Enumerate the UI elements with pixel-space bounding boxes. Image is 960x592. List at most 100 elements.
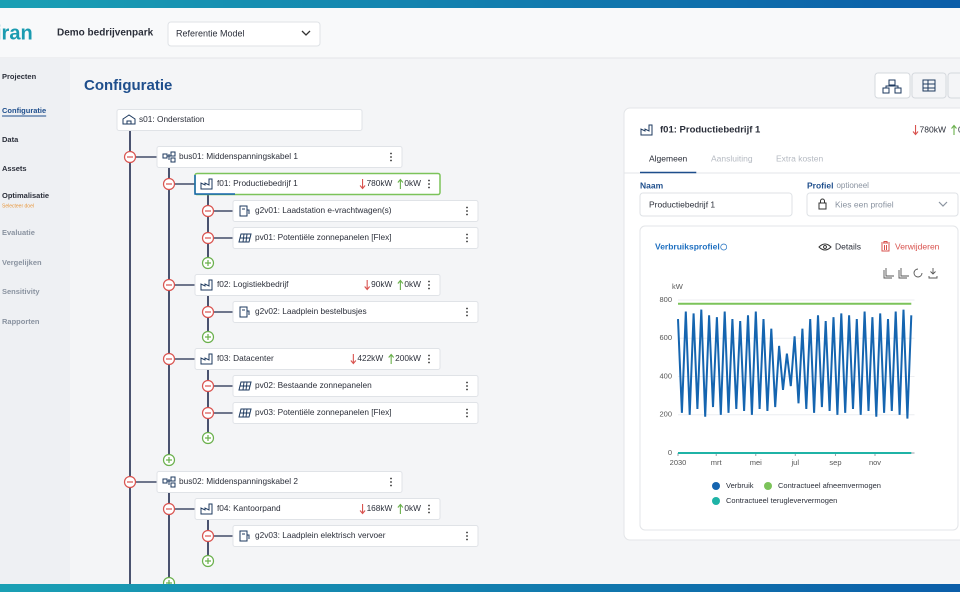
node-label: pv03: Potentiële zonnepanelen [Flex] [255, 407, 392, 417]
node-export: 0kW [404, 503, 421, 513]
node-import: 168kW [367, 503, 393, 513]
name-input[interactable] [639, 192, 793, 217]
tree-node[interactable] [232, 301, 479, 323]
node-label: g2v01: Laadstation e-vrachtwagen(s) [255, 205, 392, 215]
trash-icon[interactable] [881, 241, 890, 252]
arrow-down [912, 125, 919, 136]
kebab-dot [428, 280, 430, 283]
table-view-button[interactable] [911, 72, 947, 99]
kebab-dot [466, 538, 468, 541]
tree-node[interactable] [232, 200, 479, 222]
kebab-dot [390, 484, 392, 487]
plus-icon [205, 334, 211, 340]
project-name: Demo bedrijvenpark [57, 28, 154, 39]
node-import: 780kW [367, 178, 393, 188]
node-import: 90kW [371, 279, 392, 289]
tab[interactable]: Algemeen [649, 153, 688, 163]
nav-item[interactable]: Evaluatie [2, 228, 35, 237]
kebab-dot [466, 314, 468, 317]
logo[interactable]: iran [0, 22, 33, 44]
legend-swatch[interactable] [712, 482, 720, 490]
tree-node[interactable] [232, 402, 479, 424]
kebab-dot [428, 508, 430, 510]
tree-node[interactable] [232, 227, 479, 249]
tab[interactable]: Aansluiting [711, 153, 753, 163]
node-label: bus01: Middenspanningskabel 1 [179, 151, 298, 161]
panel-title: f01: Productiebedrijf 1 [660, 125, 761, 136]
node-label: f02: Logistiekbedrijf [217, 279, 289, 289]
more-button[interactable] [947, 72, 960, 99]
kebab-dot [466, 381, 468, 384]
y-axis-label: kW [672, 282, 684, 291]
arrow-up [388, 353, 395, 364]
kebab-dot [466, 408, 468, 411]
legend-label[interactable]: Contractueel afneemvermogen [778, 481, 881, 490]
chart-tool-icon[interactable] [928, 268, 938, 279]
nav-item[interactable]: Optimalisatie [2, 191, 49, 200]
kebab-dot [466, 237, 468, 239]
nav-item[interactable]: Sensitivity [2, 287, 40, 296]
legend-swatch[interactable] [764, 482, 772, 490]
x-tick-label: sep [829, 458, 841, 467]
kebab-dot [466, 311, 468, 313]
arrow-up [397, 279, 404, 290]
nav-item[interactable]: Projecten [2, 72, 37, 81]
charger-icon [239, 205, 250, 217]
panel-import: 780kW [920, 124, 946, 134]
tree-node[interactable] [194, 274, 441, 296]
kebab-dot [466, 388, 468, 391]
chart-tool-icon[interactable] [913, 268, 923, 278]
legend-swatch[interactable] [712, 497, 720, 505]
plus-icon [205, 558, 211, 564]
kebab-dot [390, 481, 392, 483]
nav-item[interactable]: Rapporten [2, 317, 40, 326]
node-label: f01: Productiebedrijf 1 [217, 178, 298, 188]
kebab-dot [466, 535, 468, 537]
chevron [938, 201, 948, 207]
details-button[interactable]: Details [835, 241, 861, 251]
legend-label[interactable]: Verbruik [726, 481, 754, 490]
nav-item[interactable]: Vergelijken [2, 258, 42, 267]
kebab-dot [466, 412, 468, 414]
factory-icon [640, 124, 653, 136]
arrow-down [350, 354, 357, 365]
tree-node[interactable] [194, 498, 441, 520]
chart-title: Verbruiksprofiel [655, 241, 720, 251]
kebab-dot [428, 186, 430, 189]
tree-node[interactable] [232, 375, 479, 397]
profile-select[interactable] [806, 192, 959, 217]
lock-icon [818, 198, 827, 210]
plus-icon [166, 580, 172, 584]
model-select[interactable] [167, 21, 321, 47]
eye-icon[interactable] [818, 243, 832, 251]
x-tick-label: jul [791, 458, 800, 467]
tree-node[interactable] [116, 109, 363, 131]
kebab-dot [428, 511, 430, 514]
chart-tool-icon[interactable] [883, 268, 894, 279]
delete-button[interactable]: Verwijderen [895, 241, 940, 251]
tree-node[interactable] [232, 525, 479, 547]
kebab-dot [390, 152, 392, 155]
kebab-dot [428, 361, 430, 364]
arrow-up [397, 178, 404, 189]
chart-tool-icon[interactable] [898, 268, 909, 279]
nav-note: Selecteer doel [2, 203, 34, 209]
tree-node[interactable] [156, 471, 403, 493]
kebab-dot [428, 504, 430, 507]
tree-node[interactable] [156, 146, 403, 168]
series-line [677, 309, 913, 419]
legend-label[interactable]: Contractueel terugleververmogen [726, 496, 837, 505]
tab[interactable]: Extra kosten [776, 153, 824, 163]
tree-node[interactable] [194, 348, 441, 370]
kebab-dot [390, 159, 392, 162]
node-label: pv02: Bestaande zonnepanelen [255, 380, 372, 390]
model-select-text: Referentie Model [176, 28, 245, 38]
pv-icon [238, 408, 252, 418]
nav-item[interactable]: Assets [2, 164, 27, 173]
nav-item[interactable]: Data [2, 135, 19, 144]
nav-item[interactable]: Configuratie [2, 106, 46, 115]
info-icon [720, 243, 728, 251]
node-label: bus02: Middenspanningskabel 2 [179, 476, 298, 486]
profile-placeholder: Kies een profiel [835, 199, 894, 209]
kebab-dot [466, 385, 468, 387]
